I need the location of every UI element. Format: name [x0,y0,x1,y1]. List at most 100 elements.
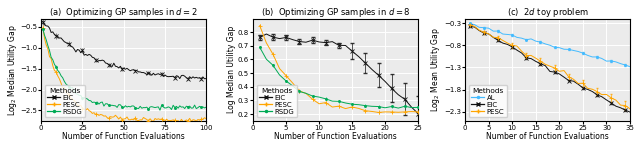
AL [494,30,502,32]
AL [527,38,535,40]
PESC [362,110,369,112]
EIC [362,62,369,64]
AL [579,52,587,54]
RSDG [388,106,396,107]
PESC [603,93,611,95]
EIC [276,38,284,39]
Title: (c)  $2d$ toy problem: (c) $2d$ toy problem [507,6,589,19]
EIC [476,30,483,31]
EIC [123,67,131,69]
EIC [136,71,144,73]
EIC [560,76,568,78]
PESC [588,88,596,90]
EIC [355,56,362,57]
RSDG [289,85,296,87]
PESC [621,105,629,106]
EIC [593,94,601,96]
PESC [480,31,488,33]
EIC [202,78,210,79]
RSDG [202,106,210,108]
PESC [381,111,389,113]
EIC [342,45,349,46]
EIC [348,50,356,52]
PESC [570,78,577,80]
RSDG [39,28,47,30]
PESC [504,42,511,44]
AL [476,26,483,28]
PESC [466,24,474,26]
AL [612,61,620,63]
AL [522,39,530,41]
EIC [612,105,620,107]
AL [588,56,596,58]
EIC [546,71,554,72]
RSDG [136,105,144,107]
EIC [289,39,296,41]
PESC [355,108,362,109]
PESC [374,112,382,113]
RSDG [381,107,389,109]
X-axis label: Number of Function Evaluations: Number of Function Evaluations [275,132,397,141]
AL [593,56,601,58]
EIC [570,80,577,82]
EIC [565,80,573,81]
AL [598,58,605,59]
Line: AL: AL [468,22,631,68]
PESC [368,111,376,112]
EIC [551,71,559,73]
Y-axis label: Log$_2$ Mean Utility Gap: Log$_2$ Mean Utility Gap [429,27,442,112]
EIC [70,48,78,50]
PESC [302,92,310,94]
EIC [579,87,587,89]
RSDG [196,105,204,107]
RSDG [302,92,310,94]
AL [626,66,634,68]
EIC [532,61,540,62]
PESC [276,68,284,70]
EIC [191,77,198,79]
PESC [584,87,591,89]
Legend: EIC, PESC, RSDG: EIC, PESC, RSDG [45,85,85,117]
EIC [518,52,525,54]
PESC [401,111,409,113]
PESC [191,119,198,121]
AL [565,49,573,50]
RSDG [374,106,382,107]
PESC [176,121,184,123]
PESC [388,111,396,113]
PESC [316,103,323,105]
EIC [296,41,303,42]
EIC [374,74,382,76]
PESC [513,45,521,47]
EIC [302,41,310,43]
EIC [39,21,47,23]
AL [536,41,544,43]
RSDG [308,95,316,97]
PESC [262,42,270,44]
PESC [560,70,568,71]
EIC [308,39,316,41]
PESC [593,91,601,92]
EIC [470,26,478,28]
AL [607,60,615,62]
PESC [408,111,415,112]
AL [551,46,559,48]
AL [499,33,507,35]
Line: EIC: EIC [468,25,632,114]
AL [466,23,474,24]
AL [556,47,563,49]
PESC [322,102,330,103]
PESC [565,76,573,78]
EIC [504,44,511,45]
AL [570,50,577,51]
PESC [123,116,131,118]
RSDG [77,95,84,96]
RSDG [368,105,376,107]
EIC [335,44,343,46]
AL [480,27,488,29]
EIC [485,33,493,35]
AL [603,60,611,62]
AL [513,36,521,38]
PESC [136,119,144,121]
X-axis label: Number of Function Evaluations: Number of Function Evaluations [486,132,609,141]
